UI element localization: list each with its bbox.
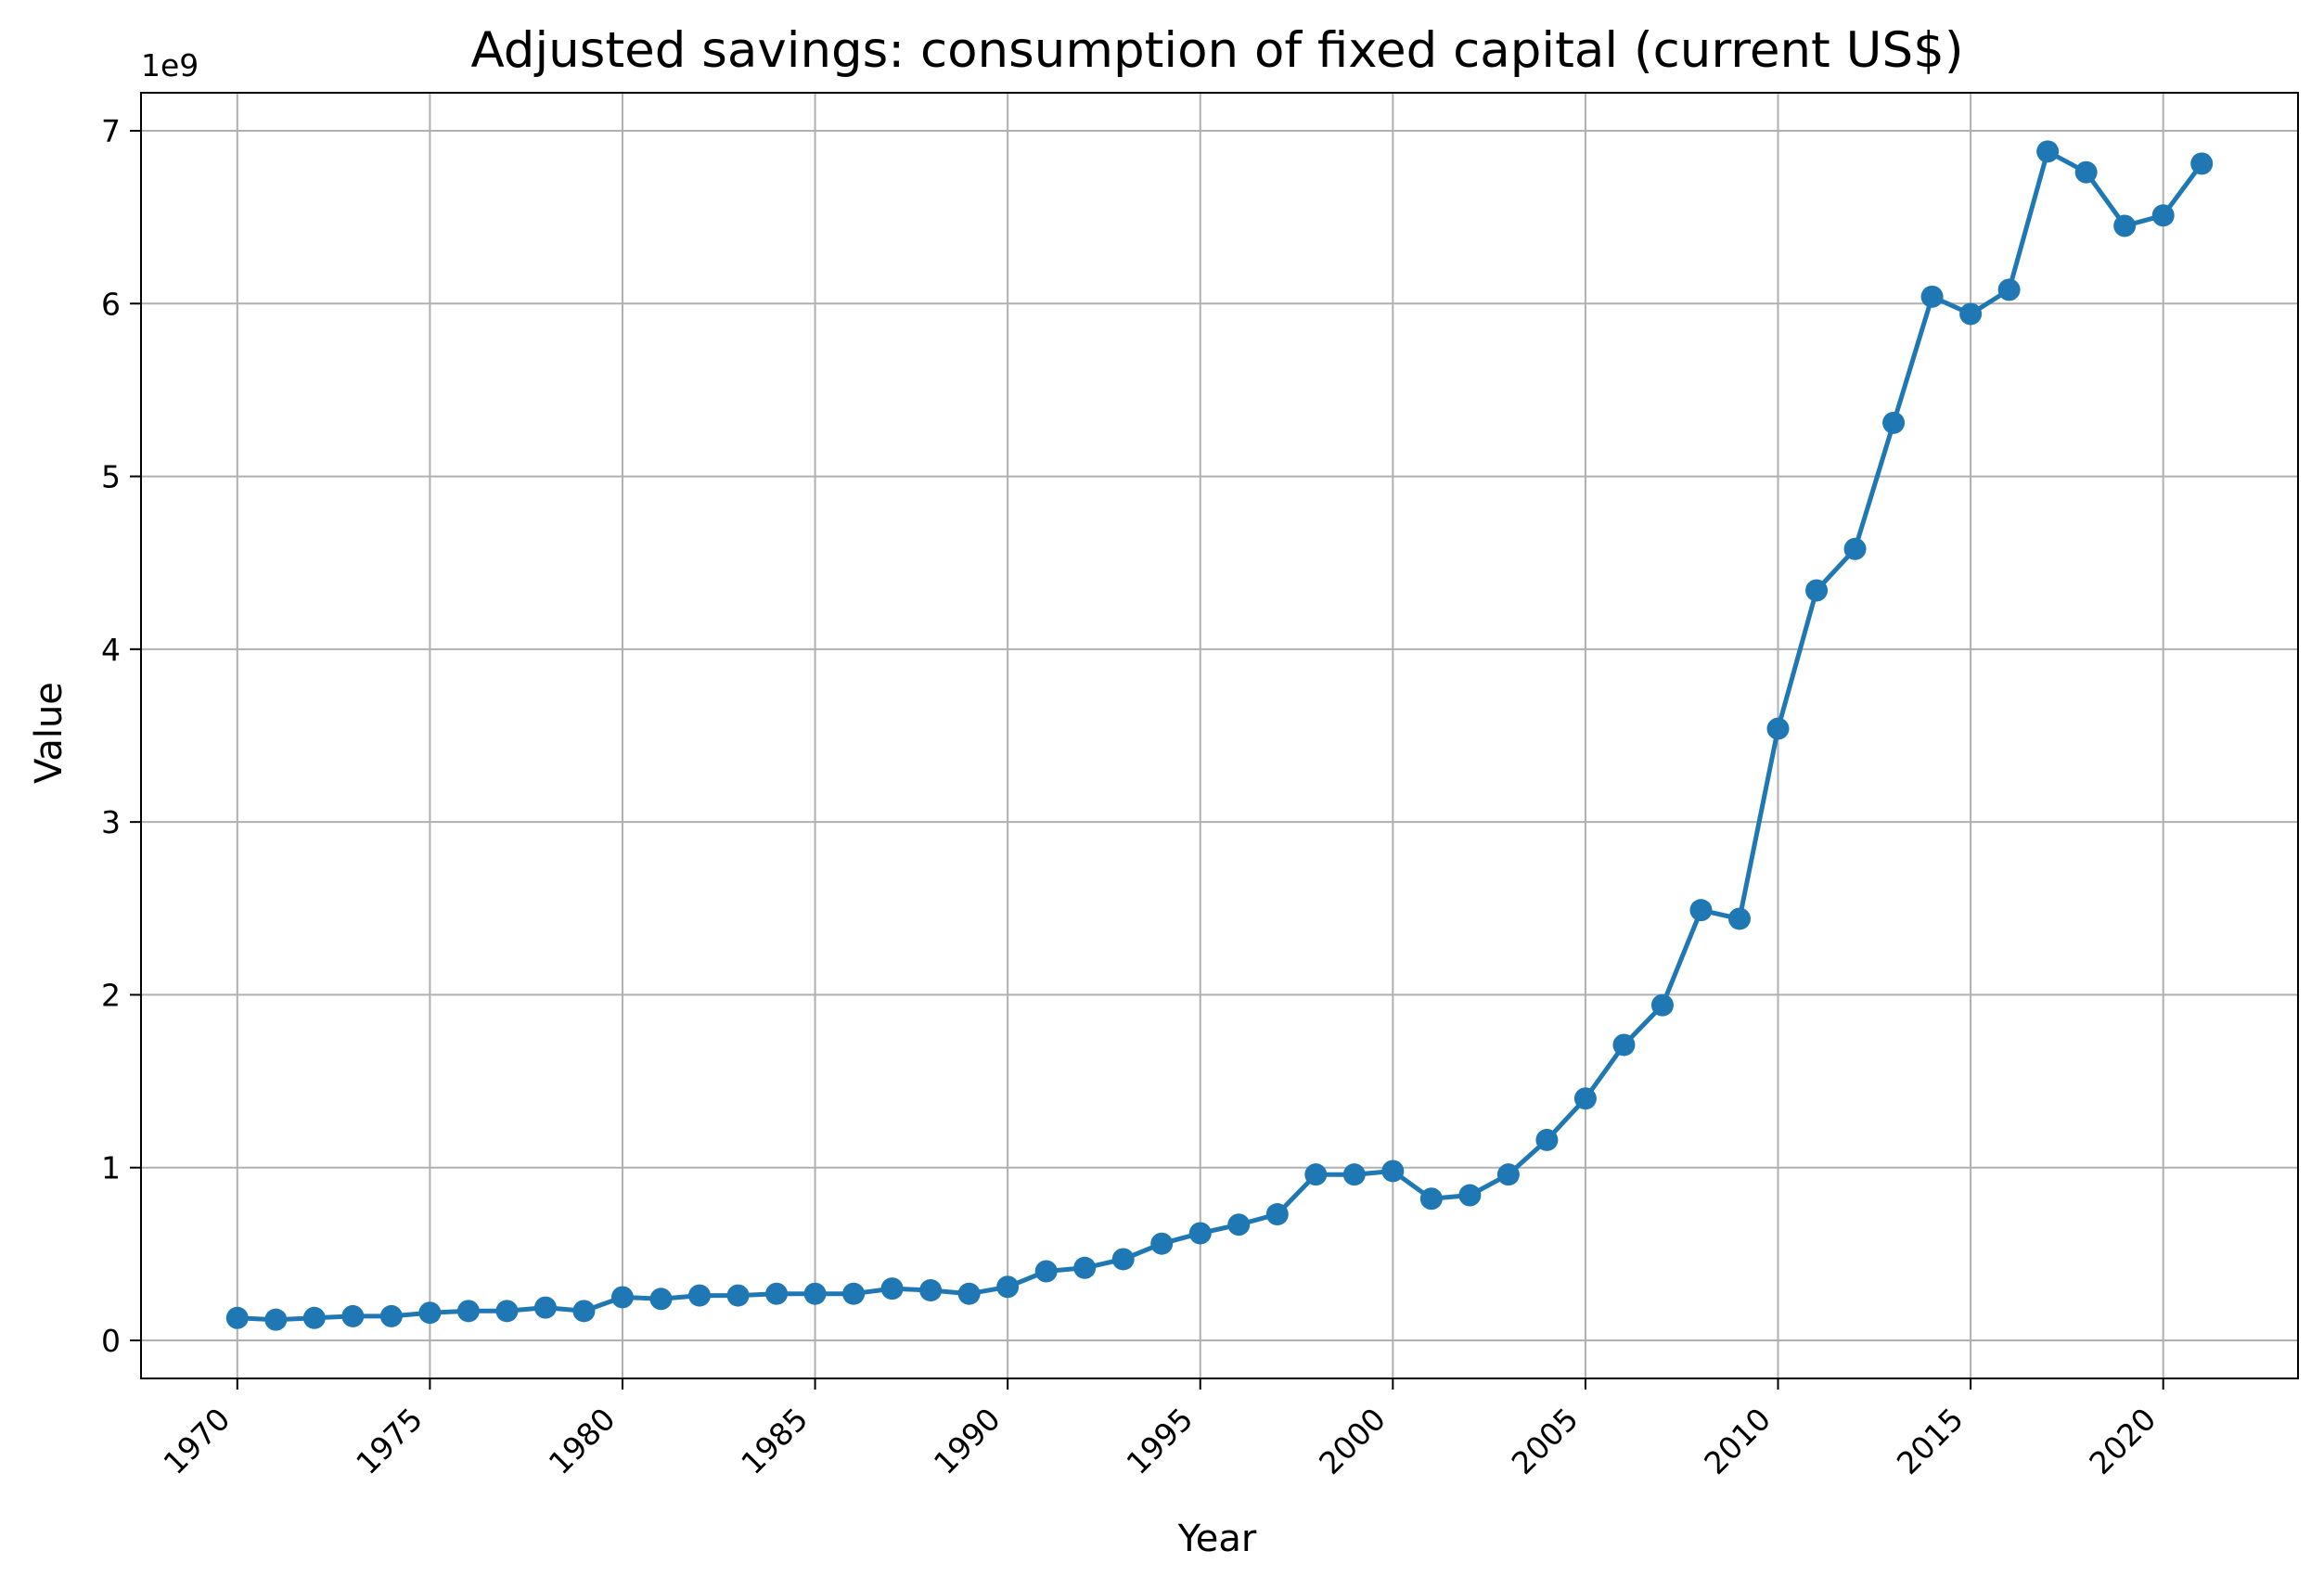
data-point bbox=[803, 1282, 827, 1305]
data-point bbox=[1997, 278, 2021, 301]
x-tick-label: 2015 bbox=[1890, 1401, 1971, 1481]
data-point bbox=[1805, 579, 1829, 602]
y-tick-label: 2 bbox=[101, 977, 121, 1013]
data-point bbox=[2190, 152, 2214, 175]
data-point bbox=[1843, 537, 1867, 560]
data-point bbox=[1612, 1033, 1636, 1057]
data-point bbox=[1188, 1222, 1212, 1245]
data-point bbox=[225, 1306, 249, 1329]
x-tick-label: 1990 bbox=[927, 1401, 1008, 1481]
data-point bbox=[418, 1301, 442, 1325]
data-point bbox=[1458, 1184, 1482, 1207]
data-point bbox=[533, 1296, 557, 1319]
chart-title: Adjusted savings: consumption of fixed c… bbox=[470, 22, 1963, 79]
x-tick-label: 1980 bbox=[542, 1401, 623, 1481]
series-group bbox=[225, 140, 2214, 1331]
data-point bbox=[572, 1300, 596, 1323]
data-point bbox=[1034, 1260, 1058, 1283]
data-point bbox=[996, 1275, 1020, 1299]
data-point bbox=[1650, 993, 1674, 1017]
x-tick-label: 2020 bbox=[2082, 1401, 2163, 1481]
data-point bbox=[688, 1284, 712, 1307]
data-point bbox=[1073, 1256, 1097, 1279]
data-point bbox=[649, 1288, 673, 1311]
y-axis-label: Value bbox=[28, 682, 71, 784]
y-tick-label: 0 bbox=[101, 1323, 121, 1359]
data-point bbox=[1959, 302, 1983, 326]
x-tick-label: 1985 bbox=[734, 1401, 815, 1481]
x-tick-label: 1975 bbox=[349, 1401, 430, 1481]
y-tick-label: 5 bbox=[101, 459, 121, 495]
data-point bbox=[456, 1300, 480, 1323]
data-point bbox=[1265, 1203, 1289, 1226]
data-point bbox=[610, 1286, 634, 1309]
y-tick-label: 3 bbox=[101, 804, 121, 840]
data-point bbox=[341, 1304, 365, 1327]
x-axis-label: Year bbox=[1177, 1518, 1257, 1560]
x-axis: 1970 1975 1980 1985 1990 1995 2000 2005 2010 2015… bbox=[156, 1378, 2164, 1481]
data-point bbox=[1227, 1213, 1251, 1237]
data-point bbox=[726, 1284, 750, 1307]
y-tick-label: 7 bbox=[101, 113, 121, 149]
data-point bbox=[1727, 907, 1751, 930]
y-axis: 0 1 2 3 4 5 6 7 bbox=[101, 113, 141, 1359]
data-point bbox=[302, 1306, 326, 1329]
data-point bbox=[1419, 1187, 1443, 1211]
y-scale-label: 1e9 bbox=[141, 47, 199, 83]
data-point bbox=[1304, 1163, 1328, 1186]
data-point bbox=[1342, 1163, 1366, 1186]
data-point bbox=[1766, 717, 1790, 740]
x-tick-label: 1970 bbox=[156, 1401, 237, 1481]
plot-frame bbox=[140, 92, 2299, 1379]
data-point bbox=[957, 1282, 981, 1305]
y-tick-label: 6 bbox=[101, 286, 121, 322]
data-point bbox=[1150, 1232, 1174, 1255]
data-point bbox=[379, 1304, 403, 1327]
data-point bbox=[880, 1277, 904, 1301]
data-point bbox=[2074, 160, 2098, 184]
x-tick-label: 1995 bbox=[1119, 1401, 1200, 1481]
data-point bbox=[2151, 204, 2175, 227]
x-tick-label: 2000 bbox=[1312, 1401, 1393, 1481]
data-point bbox=[2036, 140, 2060, 163]
data-point bbox=[842, 1282, 866, 1305]
data-point bbox=[1535, 1128, 1559, 1151]
data-point bbox=[1111, 1248, 1135, 1271]
data-point bbox=[919, 1278, 943, 1301]
data-point bbox=[1689, 899, 1713, 922]
data-point bbox=[765, 1282, 789, 1305]
data-point bbox=[1381, 1160, 1405, 1183]
data-point bbox=[264, 1308, 288, 1331]
x-tick-label: 2005 bbox=[1505, 1401, 1586, 1481]
data-point bbox=[1920, 285, 1944, 308]
data-point bbox=[1882, 411, 1906, 434]
y-tick-label: 1 bbox=[101, 1150, 121, 1186]
data-point bbox=[1573, 1087, 1597, 1110]
data-point bbox=[495, 1300, 519, 1323]
data-point bbox=[2113, 214, 2137, 237]
grid-lines bbox=[141, 93, 2298, 1378]
data-point bbox=[1496, 1163, 1520, 1186]
series-line bbox=[237, 148, 2204, 1323]
x-tick-label: 2010 bbox=[1697, 1401, 1778, 1481]
y-tick-label: 4 bbox=[101, 632, 121, 668]
